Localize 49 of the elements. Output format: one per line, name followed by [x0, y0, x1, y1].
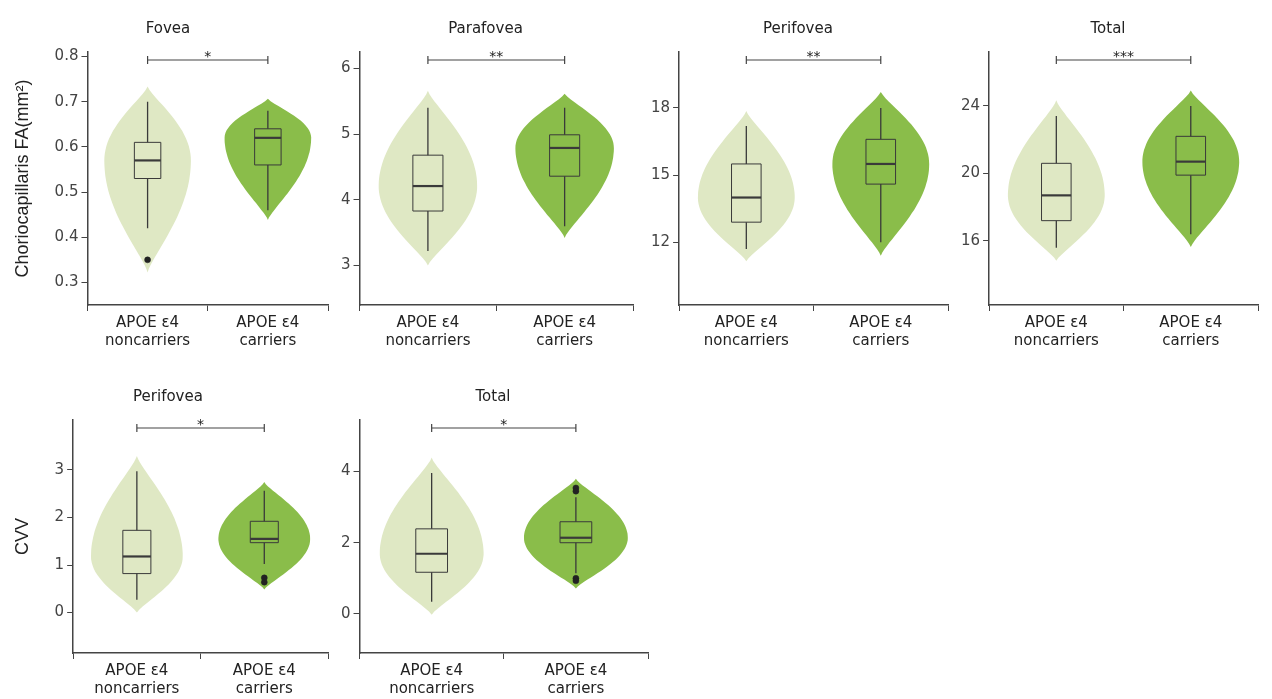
chart-title: Total: [474, 386, 511, 405]
x-tick-label: APOE ε4 noncarriers: [385, 312, 471, 349]
y-tick-label: 0: [54, 602, 65, 621]
y-tick-label: 4: [341, 461, 351, 480]
annotation: **: [489, 47, 504, 64]
y-tick-label: 0: [341, 603, 351, 622]
x-tick-label: APOE ε4 noncarriers: [389, 660, 475, 697]
y-tick-label: 20: [960, 163, 981, 182]
y-tick-label: 0.8: [54, 46, 79, 65]
x-tick-label: APOE ε4 noncarriers: [703, 312, 790, 349]
y-tick-label: 15: [650, 165, 671, 184]
x-tick-label: APOE ε4 carriers: [849, 312, 913, 349]
x-tick-label: APOE ε4 carriers: [236, 312, 300, 349]
annotation: *: [197, 415, 205, 432]
y-tick-label: 2: [341, 532, 351, 551]
chart-title: Perifovea: [133, 386, 203, 405]
y-tick-label: 3: [341, 255, 351, 274]
y-tick-label: 2: [54, 507, 65, 526]
annotation: *: [204, 47, 212, 64]
x-tick-label: APOE ε4 carriers: [544, 660, 608, 697]
x-tick-label: APOE ε4 carriers: [1159, 312, 1223, 349]
x-tick-label: APOE ε4 noncarriers: [1013, 312, 1100, 349]
y-tick-label: 0.4: [54, 227, 79, 246]
x-tick-label: APOE ε4 carriers: [232, 660, 296, 697]
x-tick-label: APOE ε4 noncarriers: [94, 660, 180, 697]
chart-title: Perifovea: [763, 18, 833, 37]
annotation: ***: [1113, 47, 1135, 64]
y-tick-label: 0.6: [54, 136, 79, 155]
y-tick-label: 0.3: [54, 272, 79, 291]
y-tick-label: 1: [54, 554, 65, 573]
y-tick-label: 6: [341, 58, 351, 77]
y-tick-label: 4: [341, 189, 351, 208]
x-tick-label: APOE ε4 noncarriers: [105, 312, 191, 349]
y-axis-title: Choriocapillaris FA(mm²): [11, 79, 32, 278]
y-tick-label: 16: [960, 230, 981, 249]
y-axis-title: CVV: [11, 517, 32, 556]
y-tick-label: 18: [650, 97, 671, 116]
x-tick-label: APOE ε4 carriers: [533, 312, 597, 349]
chart-title: Total: [1089, 18, 1126, 37]
annotation: *: [500, 415, 508, 432]
y-tick-label: 24: [960, 95, 981, 114]
y-tick-label: 12: [650, 232, 671, 251]
chart-title: Parafovea: [448, 18, 523, 37]
y-tick-label: 3: [54, 459, 65, 478]
annotation: **: [806, 47, 821, 64]
chart-title: Fovea: [145, 18, 191, 37]
y-tick-label: 0.5: [54, 181, 79, 200]
y-tick-label: 0.7: [54, 91, 79, 110]
y-tick-label: 5: [341, 124, 351, 143]
